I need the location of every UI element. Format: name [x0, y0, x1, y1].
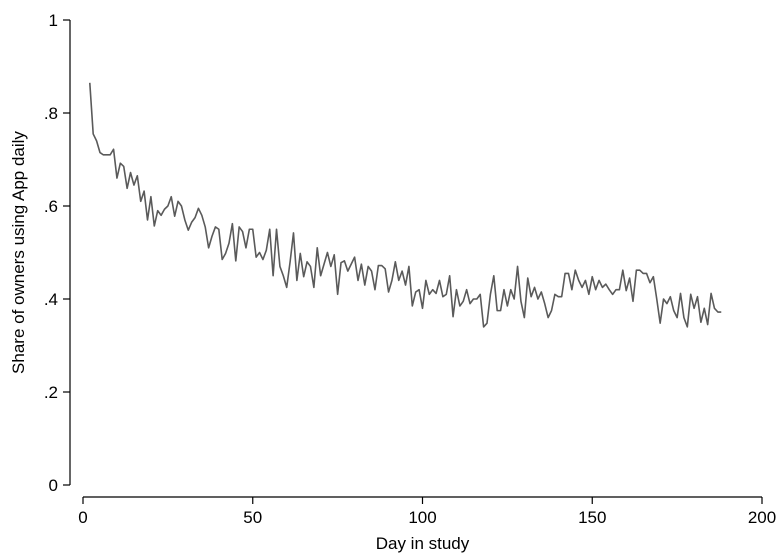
x-axis-title: Day in study [376, 534, 470, 553]
y-tick-label: .4 [44, 290, 58, 309]
plot-area [88, 82, 722, 328]
x-tick-label: 0 [78, 508, 87, 527]
y-axis: 0 .2 .4 .6 .8 1 [44, 11, 71, 495]
y-tick-label: .6 [44, 197, 58, 216]
y-tick-label: .8 [44, 104, 58, 123]
y-axis-title: Share of owners using App daily [9, 131, 28, 374]
y-tick-label: 1 [49, 11, 58, 30]
y-tick-label: 0 [49, 476, 58, 495]
x-tick-label: 150 [578, 508, 606, 527]
x-tick-label: 200 [748, 508, 776, 527]
x-axis: 0 50 100 150 200 [78, 496, 776, 527]
x-tick-label: 100 [408, 508, 436, 527]
series-line [88, 82, 722, 328]
y-tick-label: .2 [44, 383, 58, 402]
x-tick-label: 50 [243, 508, 262, 527]
